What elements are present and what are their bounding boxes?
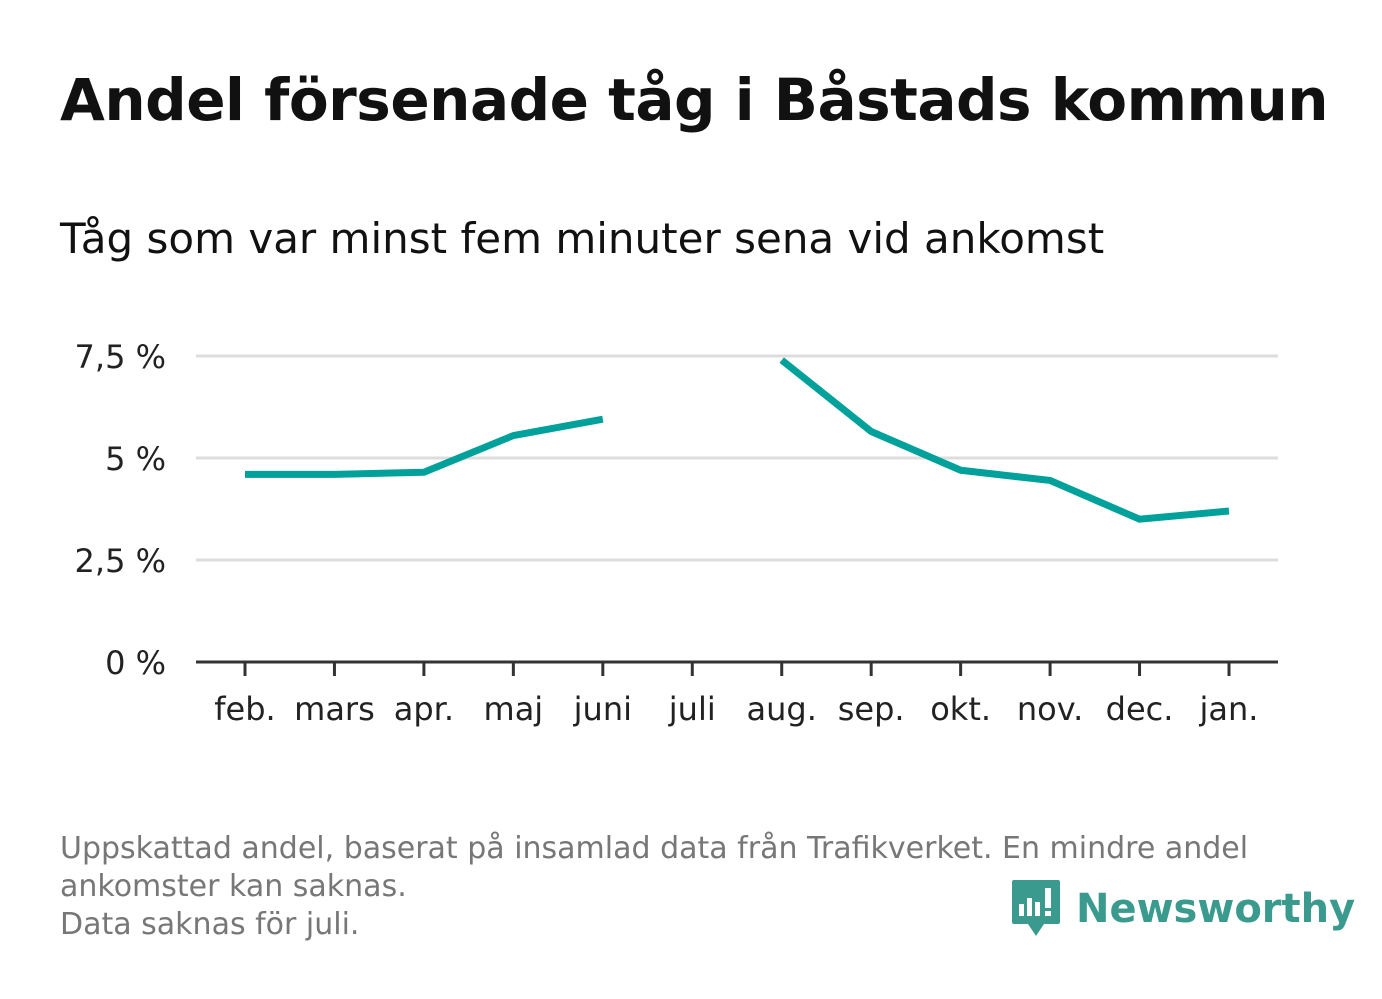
series-line-segment (779, 357, 1230, 523)
footnote-line: ankomster kan saknas. (60, 869, 407, 904)
x-tick-label: dec. (1106, 690, 1174, 728)
chart-subtitle: Tåg som var minst fem minuter sena vid a… (60, 214, 1105, 263)
y-tick-label: 7,5 % (75, 338, 166, 376)
y-tick-label: 2,5 % (75, 542, 166, 580)
series-line-segment (245, 415, 604, 478)
line-chart: 0 % 2,5 % 5 % 7,5 % feb. mars apr. maj juni juli… (75, 338, 1278, 728)
x-tick-label: jan. (1199, 690, 1259, 728)
y-axis-ticks: 0 % 2,5 % 5 % 7,5 % (75, 338, 166, 682)
y-tick-label: 5 % (105, 440, 166, 478)
x-tick-label: aug. (747, 690, 817, 728)
y-tick-label: 0 % (105, 644, 166, 682)
x-tick-label: maj (484, 690, 544, 728)
series-lines (245, 357, 1230, 523)
footnote-line: Uppskattad andel, baserat på insamlad da… (60, 831, 1249, 866)
footnote-line: Data saknas för juli. (60, 907, 360, 942)
x-tick-label: apr. (394, 690, 454, 728)
chart-title: Andel försenade tåg i Båstads kommun (60, 66, 1329, 134)
grid-lines (196, 354, 1278, 562)
x-tick-label: mars (294, 690, 375, 728)
x-tick-label: sep. (838, 690, 905, 728)
footnote: Uppskattad andel, baserat på insamlad da… (60, 830, 1320, 944)
x-tick-label: feb. (214, 690, 275, 728)
x-axis: feb. mars apr. maj juni juli aug. sep. okt. nov. d… (196, 660, 1278, 728)
newsworthy-logo: Newsworthy (1010, 878, 1355, 940)
newsworthy-logo-icon (1012, 880, 1060, 936)
logo-text: Newsworthy (1076, 886, 1356, 932)
x-tick-label: juli (668, 690, 716, 728)
x-tick-label: juni (573, 690, 632, 728)
x-tick-label: nov. (1017, 690, 1083, 728)
x-tick-label: okt. (930, 690, 991, 728)
